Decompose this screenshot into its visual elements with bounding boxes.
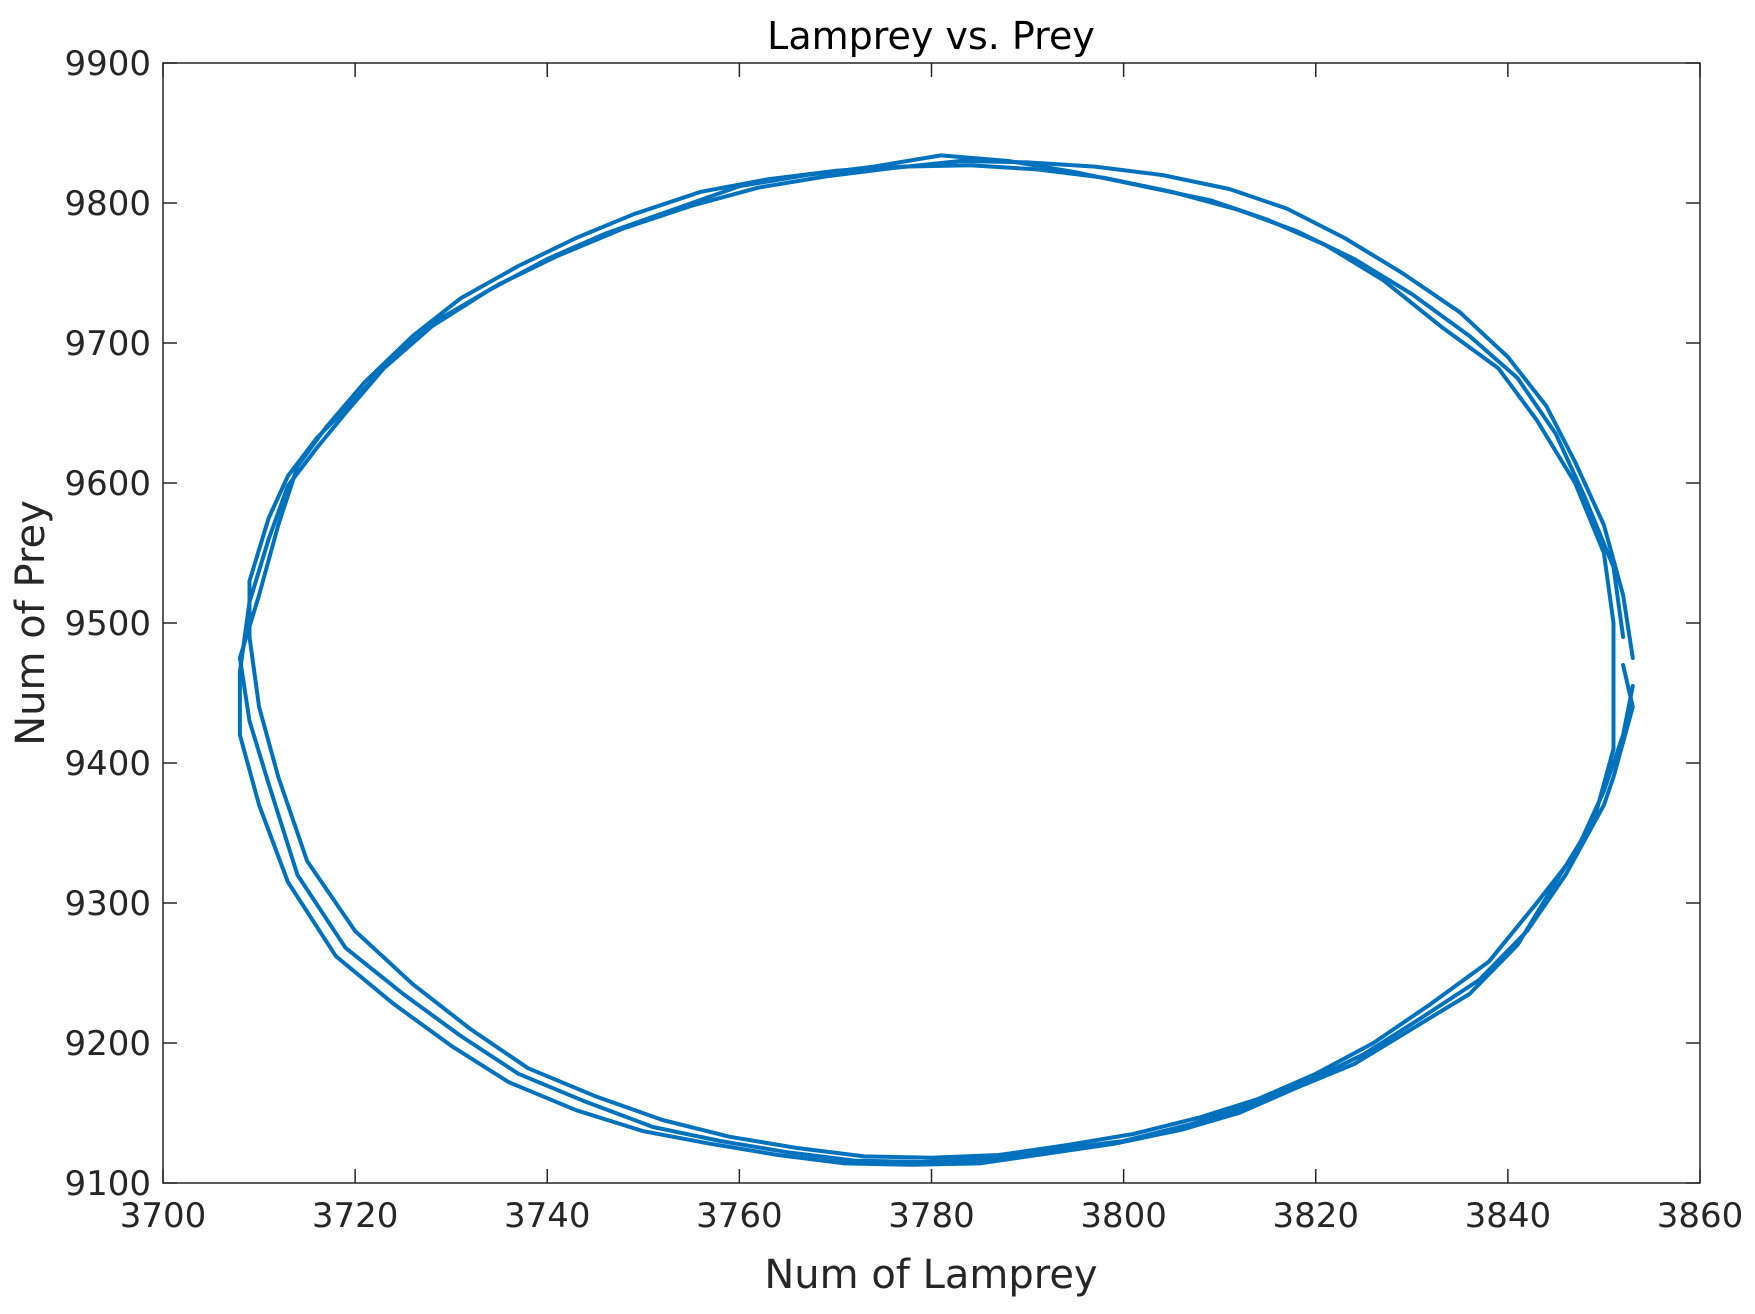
series-group [237, 153, 1635, 1167]
y-axis-ticks: 9100 9200 9300 9400 9500 9600 9700 9800 9900 [64, 44, 1700, 1204]
series-line-3 [237, 153, 1616, 1167]
x-tick-label: 3800 [1080, 1196, 1167, 1236]
x-tick-label: 3760 [696, 1196, 783, 1236]
y-tick-label: 9400 [64, 744, 151, 784]
x-tick-label: 3780 [888, 1196, 975, 1236]
plot-area [163, 63, 1700, 1183]
y-tick-label: 9100 [64, 1164, 151, 1204]
y-tick-label: 9700 [64, 324, 151, 364]
x-tick-label: 3700 [120, 1196, 207, 1236]
x-tick-label: 3860 [1657, 1196, 1744, 1236]
y-tick-label: 9200 [64, 1024, 151, 1064]
x-tick-label: 3740 [504, 1196, 591, 1236]
x-tick-label: 3820 [1272, 1196, 1359, 1236]
chart-title: Lamprey vs. Prey [767, 14, 1095, 58]
series-line-2 [247, 159, 1635, 1160]
y-tick-label: 9900 [64, 44, 151, 84]
x-tick-label: 3720 [312, 1196, 399, 1236]
y-tick-label: 9300 [64, 884, 151, 924]
x-tick-label: 3840 [1465, 1196, 1552, 1236]
y-axis-label: Num of Prey [8, 500, 54, 746]
y-tick-label: 9800 [64, 184, 151, 224]
x-axis-label: Num of Lamprey [764, 1252, 1097, 1298]
x-axis-ticks: 3700 3720 3740 3760 3780 3800 3820 3840 3860 [120, 63, 1744, 1236]
y-tick-label: 9600 [64, 464, 151, 504]
y-tick-label: 9500 [64, 604, 151, 644]
